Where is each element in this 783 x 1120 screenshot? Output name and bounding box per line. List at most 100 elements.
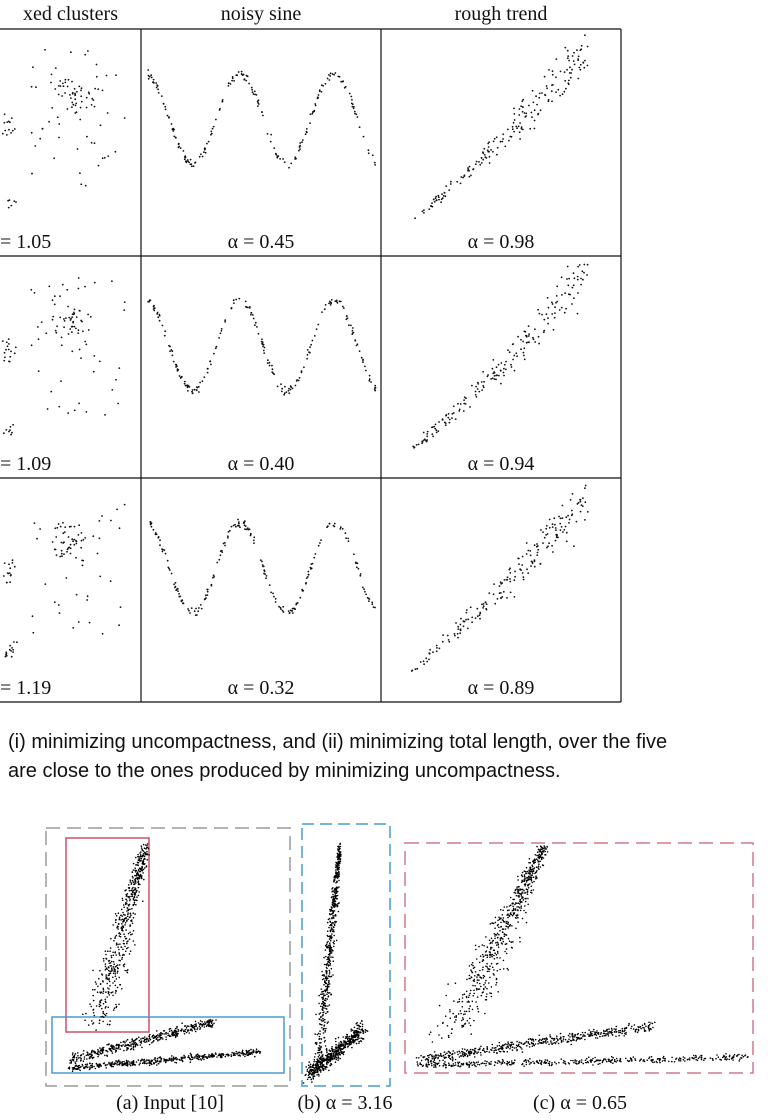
scatter-dot bbox=[80, 539, 83, 542]
scatter-dot bbox=[255, 1048, 258, 1050]
scatter-dot bbox=[515, 914, 517, 917]
scatter-dot bbox=[135, 856, 137, 859]
scatter-dot bbox=[491, 377, 494, 380]
scatter-dot bbox=[536, 543, 538, 545]
scatter-dot bbox=[86, 599, 88, 601]
scatter-dot bbox=[71, 80, 73, 83]
scatter-dot bbox=[166, 114, 169, 117]
scatter-dot bbox=[432, 198, 435, 201]
scatter-dot bbox=[438, 647, 441, 650]
scatter-dot bbox=[148, 1060, 151, 1062]
scatter-dot bbox=[110, 519, 112, 522]
scatter-dot bbox=[340, 1052, 343, 1054]
scatter-dot bbox=[509, 572, 512, 574]
scatter-dot bbox=[365, 593, 367, 596]
scatter-dot bbox=[491, 953, 494, 956]
scatter-dot bbox=[110, 1062, 112, 1064]
scatter-dot bbox=[332, 956, 334, 958]
scatter-dot bbox=[336, 302, 339, 304]
scatter-dot bbox=[330, 1057, 332, 1060]
scatter-dot bbox=[556, 300, 559, 303]
scatter-dot bbox=[431, 1057, 434, 1060]
scatter-dot bbox=[516, 1040, 518, 1043]
scatter-dot bbox=[334, 900, 336, 902]
scatter-dot bbox=[311, 112, 314, 115]
scatter-dot bbox=[331, 933, 333, 935]
scatter-dot bbox=[114, 150, 117, 153]
scatter-dot bbox=[108, 977, 110, 980]
scatter-dot bbox=[108, 972, 110, 975]
scatter-dot bbox=[497, 1048, 500, 1051]
scatter-dot bbox=[189, 158, 192, 161]
scatter-dot bbox=[370, 381, 372, 383]
scatter-dot bbox=[457, 628, 460, 630]
scatter-dot bbox=[280, 390, 283, 393]
scatter-dot bbox=[77, 1065, 79, 1067]
scatter-dot bbox=[89, 1067, 91, 1070]
scatter-dot bbox=[483, 147, 486, 150]
scatter-dot bbox=[101, 157, 104, 160]
scatter-dot bbox=[206, 1020, 209, 1022]
scatter-dot bbox=[316, 1042, 318, 1044]
scatter-dot bbox=[328, 949, 331, 951]
scatter-dot bbox=[506, 576, 509, 579]
scatter-dot bbox=[156, 1057, 159, 1060]
scatter-dot bbox=[62, 532, 65, 535]
scatter-dot bbox=[122, 911, 124, 914]
scatter-dot bbox=[561, 517, 564, 520]
scatter-dot bbox=[450, 1032, 453, 1035]
scatter-dot bbox=[426, 435, 429, 438]
scatter-dot bbox=[431, 202, 433, 205]
scatter-dot bbox=[502, 371, 505, 374]
scatter-dot bbox=[326, 1050, 328, 1052]
scatter-dot bbox=[70, 525, 72, 528]
scatter-dot bbox=[147, 77, 150, 80]
scatter-dot bbox=[99, 1004, 102, 1007]
scatter-dot bbox=[452, 1050, 455, 1052]
scatter-dot bbox=[306, 576, 309, 578]
scatter-dot bbox=[7, 430, 10, 433]
scatter-dot bbox=[199, 604, 202, 606]
scatter-dot bbox=[131, 1041, 133, 1043]
scatter-dot bbox=[523, 330, 526, 333]
scatter-dot bbox=[671, 1060, 673, 1063]
scatter-dot bbox=[335, 939, 338, 942]
scatter-dot bbox=[477, 1063, 479, 1066]
scatter-dot bbox=[91, 1056, 93, 1059]
scatter-dot bbox=[140, 869, 142, 871]
scatter-dot bbox=[110, 1050, 113, 1053]
scatter-dot bbox=[473, 1062, 476, 1064]
scatter-dot bbox=[477, 1061, 480, 1063]
scatter-dot bbox=[319, 1069, 322, 1071]
scatter-dot bbox=[150, 1059, 153, 1062]
scatter-dot bbox=[128, 916, 131, 919]
scatter-dot bbox=[330, 906, 333, 908]
scatter-dot bbox=[534, 1038, 537, 1041]
scatter-dot bbox=[351, 1041, 353, 1044]
scatter-dot bbox=[231, 1051, 233, 1054]
scatter-dot bbox=[540, 529, 542, 531]
scatter-dot bbox=[739, 1058, 741, 1061]
scatter-dot bbox=[537, 112, 540, 115]
scatter-dot bbox=[318, 1013, 321, 1015]
scatter-dot bbox=[59, 316, 62, 319]
scatter-dot bbox=[111, 1061, 114, 1063]
scatter-dot bbox=[338, 1042, 340, 1044]
scatter-dot bbox=[327, 940, 329, 943]
scatter-dot bbox=[166, 559, 169, 562]
scatter-dot bbox=[261, 338, 263, 341]
scatter-dot bbox=[428, 1033, 431, 1036]
scatter-dot bbox=[132, 930, 135, 932]
scatter-dot bbox=[216, 561, 219, 564]
scatter-dot bbox=[537, 848, 540, 851]
scatter-dot bbox=[327, 953, 330, 956]
scatter-dot bbox=[463, 620, 466, 623]
scatter-dot bbox=[204, 598, 206, 600]
scatter-dot bbox=[436, 1025, 439, 1027]
scatter-dot bbox=[174, 1032, 177, 1035]
scatter-dot bbox=[105, 1050, 108, 1052]
scatter-dot bbox=[156, 1034, 159, 1036]
scatter-dot bbox=[253, 542, 255, 544]
scatter-dot bbox=[508, 568, 511, 571]
scatter-dot bbox=[328, 79, 331, 81]
